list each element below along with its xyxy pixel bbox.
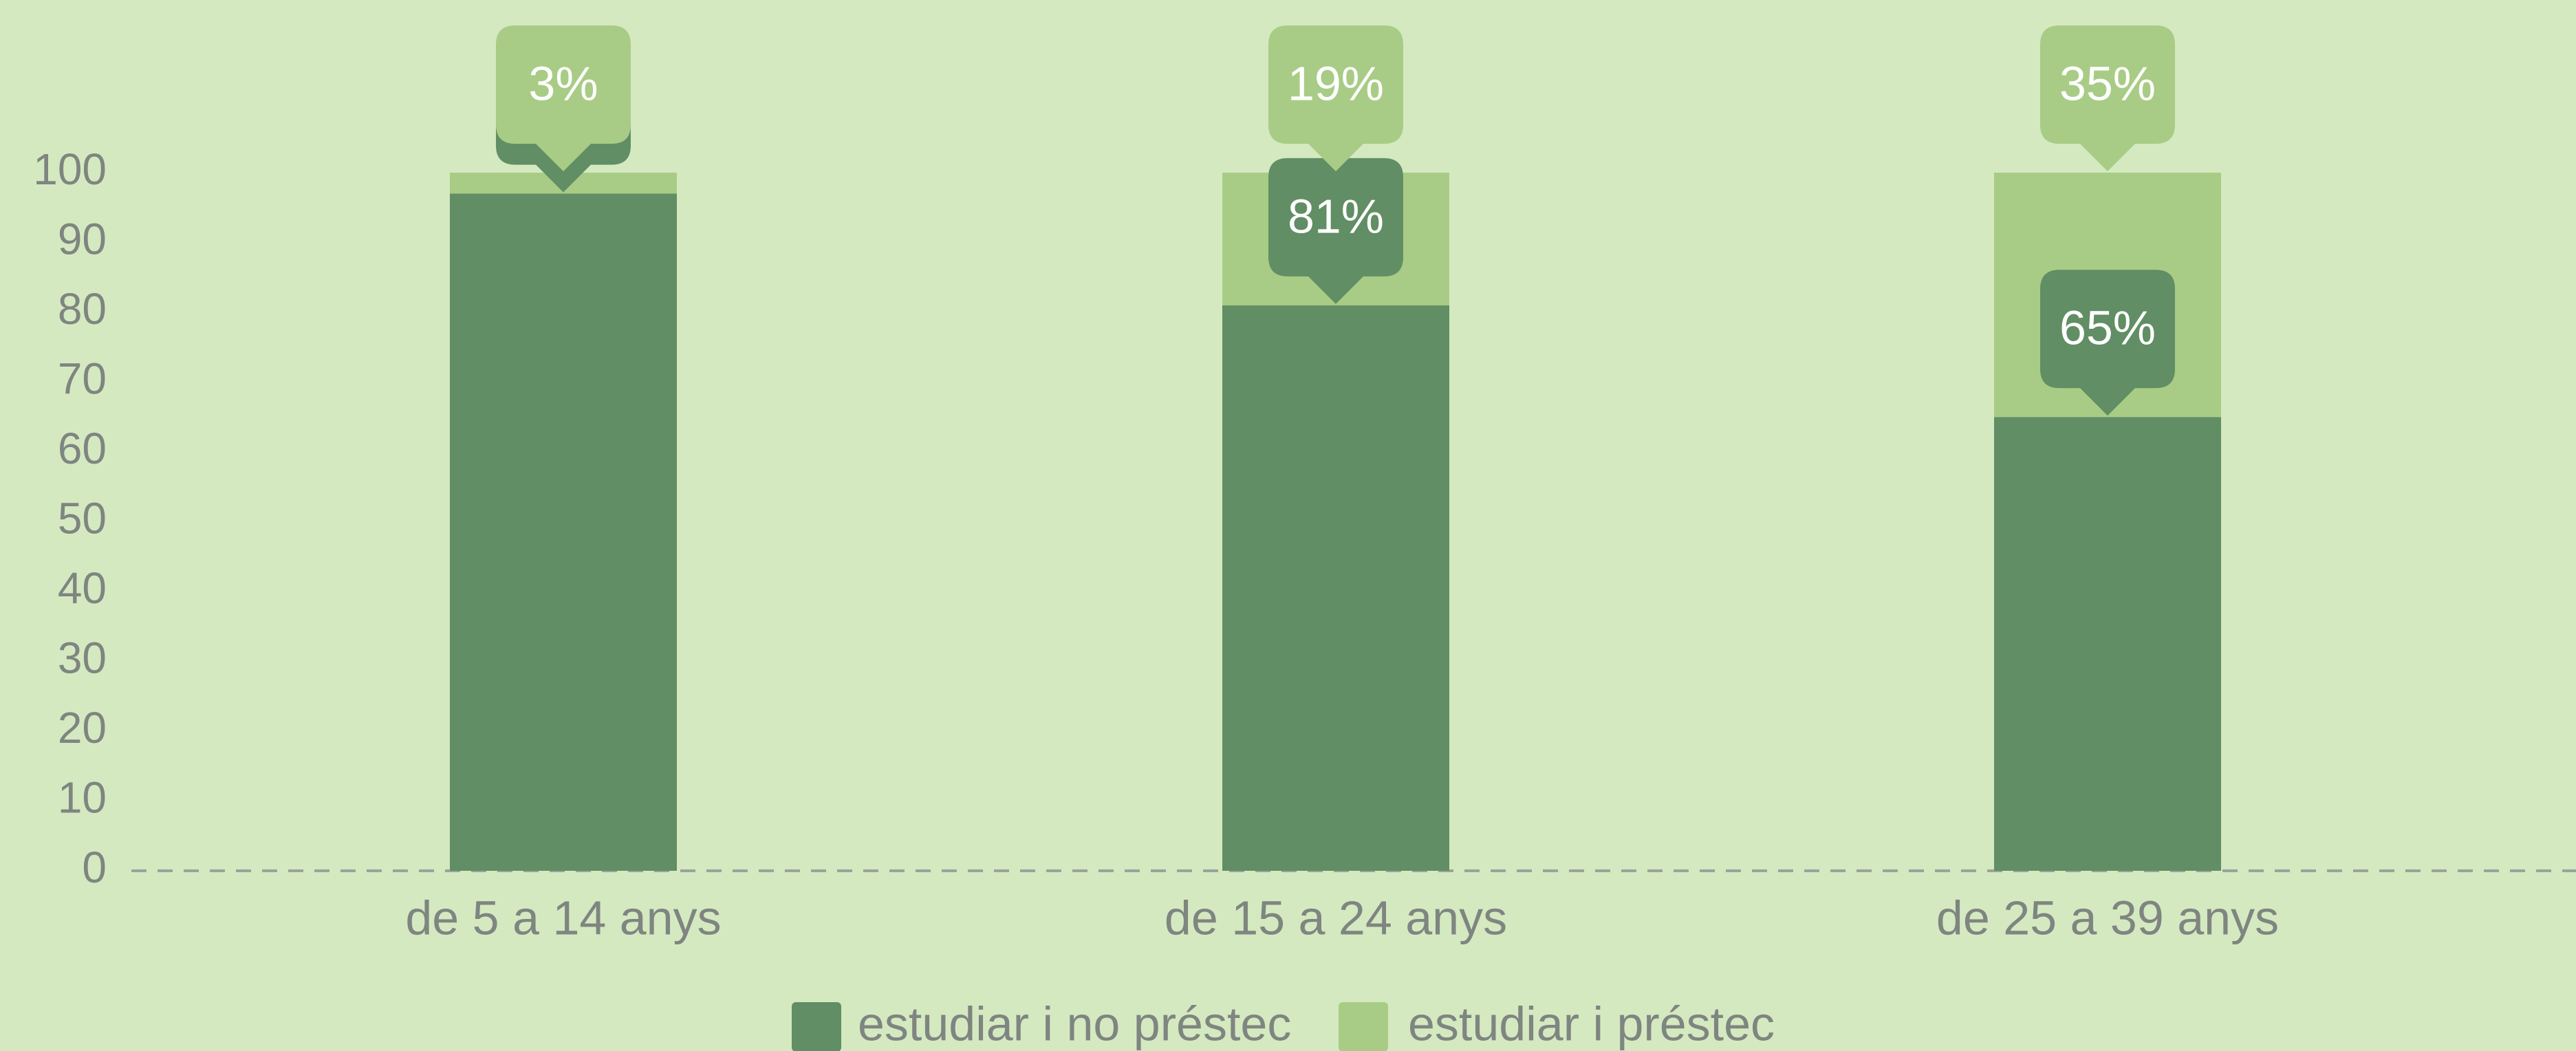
legend-label: estudiar i no préstec	[858, 997, 1291, 1050]
legend-label: estudiar i préstec	[1408, 997, 1775, 1050]
legend-swatch	[1339, 1002, 1388, 1051]
value-label: 3%	[528, 56, 598, 110]
y-tick-label: 70	[58, 354, 107, 403]
y-tick-label: 20	[58, 703, 107, 752]
bar-segment	[1222, 305, 1449, 871]
y-tick-label: 60	[58, 424, 107, 473]
x-tick-label: de 15 a 24 anys	[1165, 891, 1507, 944]
value-bubble	[1268, 25, 1403, 171]
value-bubble	[496, 25, 631, 171]
y-tick-label: 90	[58, 214, 107, 263]
y-tick-label: 30	[58, 633, 107, 682]
value-label: 81%	[1288, 189, 1384, 243]
value-bubble	[1268, 158, 1403, 304]
y-tick-label: 50	[58, 493, 107, 543]
y-tick-label: 80	[58, 284, 107, 334]
y-tick-label: 40	[58, 563, 107, 613]
x-tick-label: de 25 a 39 anys	[1936, 891, 2279, 944]
y-tick-label: 100	[33, 144, 107, 194]
value-bubble	[2040, 270, 2175, 416]
value-label: 65%	[2059, 301, 2156, 355]
y-tick-label: 0	[82, 843, 107, 892]
value-label: 35%	[2059, 56, 2156, 110]
bar-segment	[450, 193, 677, 871]
legend-swatch	[792, 1002, 841, 1051]
value-label: 19%	[1288, 56, 1384, 110]
bar-segment	[1994, 417, 2221, 871]
x-tick-label: de 5 a 14 anys	[405, 891, 721, 944]
value-bubble	[2040, 25, 2175, 171]
y-tick-label: 10	[58, 772, 107, 822]
